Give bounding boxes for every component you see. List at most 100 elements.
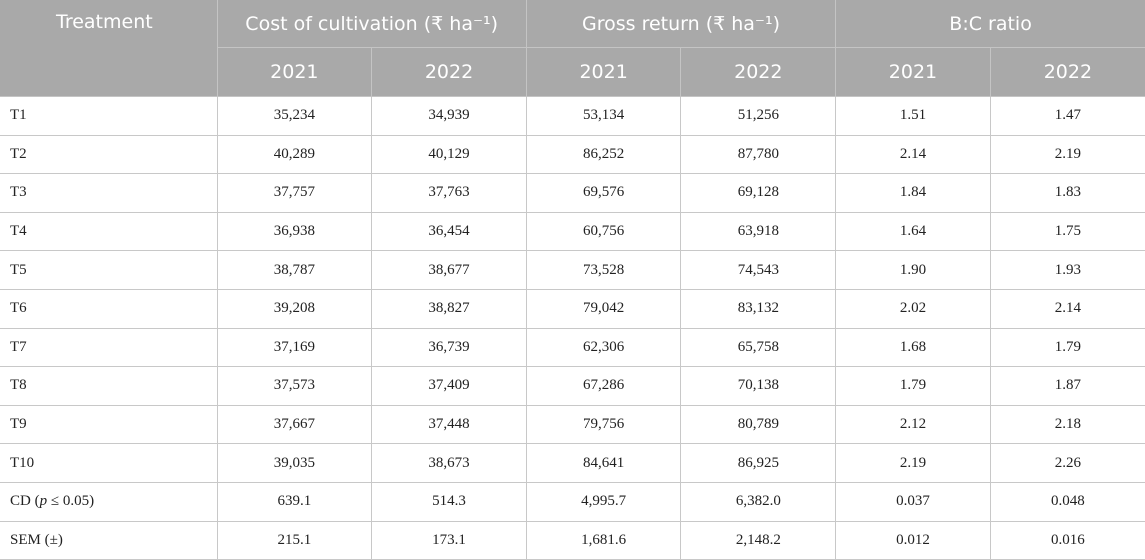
row-label: T4 — [0, 212, 218, 252]
table-cell: 62,306 — [526, 328, 682, 368]
table-cell: 79,042 — [526, 289, 682, 329]
table-body: T1 35,234 34,939 53,134 51,256 1.51 1.47 T2 40,2… — [0, 96, 1145, 560]
table-cell: 1.51 — [835, 96, 991, 136]
table-cell: 60,756 — [526, 212, 682, 252]
table-cell: 37,169 — [217, 328, 373, 368]
table-cell: 2.14 — [835, 135, 991, 175]
table-cell: 37,667 — [217, 405, 373, 445]
table-cell: 2.14 — [990, 289, 1145, 329]
table-cell: 2.19 — [835, 443, 991, 483]
row-label: T7 — [0, 328, 218, 368]
table-cell: 2,148.2 — [680, 521, 837, 560]
row-label: T1 — [0, 96, 218, 136]
table-cell: 39,035 — [217, 443, 373, 483]
table-cell: 37,757 — [217, 173, 373, 213]
row-label: T6 — [0, 289, 218, 329]
gross-return-header: Gross return (₹ ha⁻¹) — [526, 0, 837, 48]
table-cell: 1.83 — [990, 173, 1145, 213]
table-cell: 84,641 — [526, 443, 682, 483]
table-cell: 1.84 — [835, 173, 991, 213]
table-row: T5 38,787 38,677 73,528 74,543 1.90 1.93 — [0, 250, 1145, 290]
table-row: T10 39,035 38,673 84,641 86,925 2.19 2.26 — [0, 443, 1145, 483]
row-label: SEM (±) — [0, 521, 218, 560]
table-cell: 65,758 — [680, 328, 837, 368]
table-cell: 215.1 — [217, 521, 373, 560]
table-cell: 37,448 — [371, 405, 527, 445]
table-cell: 1.93 — [990, 250, 1145, 290]
table-cell: 67,286 — [526, 366, 682, 406]
table-cell: 51,256 — [680, 96, 837, 136]
table-cell: 4,995.7 — [526, 482, 682, 522]
table-cell: 80,789 — [680, 405, 837, 445]
table-cell: 2.12 — [835, 405, 991, 445]
year-header: 2021 — [217, 47, 373, 97]
table-row: T6 39,208 38,827 79,042 83,132 2.02 2.14 — [0, 289, 1145, 329]
table-cell: 1.75 — [990, 212, 1145, 252]
table-cell: 2.18 — [990, 405, 1145, 445]
table-cell: 2.19 — [990, 135, 1145, 175]
table-cell: 1.79 — [835, 366, 991, 406]
year-header: 2022 — [680, 47, 837, 97]
table-cell: 37,573 — [217, 366, 373, 406]
bc-ratio-header: B:C ratio — [835, 0, 1145, 48]
table-cell: 39,208 — [217, 289, 373, 329]
table-cell: 0.048 — [990, 482, 1145, 522]
table-cell: 74,543 — [680, 250, 837, 290]
table-cell: 87,780 — [680, 135, 837, 175]
table-row: SEM (±) 215.1 173.1 1,681.6 2,148.2 0.012 0.01… — [0, 521, 1145, 560]
cost-of-cultivation-header: Cost of cultivation (₹ ha⁻¹) — [217, 0, 527, 48]
table-cell: 6,382.0 — [680, 482, 837, 522]
table-row: CD (p ≤ 0.05) 639.1 514.3 4,995.7 6,382.0 0.0… — [0, 482, 1145, 522]
table-cell: 1.87 — [990, 366, 1145, 406]
table-cell: 0.037 — [835, 482, 991, 522]
table-cell: 69,576 — [526, 173, 682, 213]
table-cell: 38,677 — [371, 250, 527, 290]
row-label: T2 — [0, 135, 218, 175]
table-cell: 53,134 — [526, 96, 682, 136]
year-header: 2022 — [990, 47, 1145, 97]
row-label: T10 — [0, 443, 218, 483]
treatment-header: Treatment — [0, 0, 218, 97]
table-cell: 83,132 — [680, 289, 837, 329]
table-cell: 37,763 — [371, 173, 527, 213]
year-header: 2021 — [835, 47, 991, 97]
table-cell: 38,827 — [371, 289, 527, 329]
row-label: CD (p ≤ 0.05) — [0, 482, 218, 522]
table-cell: 86,252 — [526, 135, 682, 175]
table-cell: 38,673 — [371, 443, 527, 483]
table-cell: 36,454 — [371, 212, 527, 252]
table-cell: 639.1 — [217, 482, 373, 522]
table-cell: 73,528 — [526, 250, 682, 290]
table-cell: 40,289 — [217, 135, 373, 175]
table-cell: 1.79 — [990, 328, 1145, 368]
table-cell: 63,918 — [680, 212, 837, 252]
year-header: 2021 — [526, 47, 682, 97]
table-cell: 2.26 — [990, 443, 1145, 483]
table-cell: 0.012 — [835, 521, 991, 560]
table-cell: 40,129 — [371, 135, 527, 175]
table-row: T1 35,234 34,939 53,134 51,256 1.51 1.47 — [0, 96, 1145, 136]
table-row: T3 37,757 37,763 69,576 69,128 1.84 1.83 — [0, 173, 1145, 213]
table-cell: 0.016 — [990, 521, 1145, 560]
table-cell: 36,938 — [217, 212, 373, 252]
row-label: T9 — [0, 405, 218, 445]
table-cell: 2.02 — [835, 289, 991, 329]
table-cell: 38,787 — [217, 250, 373, 290]
table-cell: 1,681.6 — [526, 521, 682, 560]
row-label: T8 — [0, 366, 218, 406]
table-cell: 86,925 — [680, 443, 837, 483]
table-cell: 79,756 — [526, 405, 682, 445]
table-row: T2 40,289 40,129 86,252 87,780 2.14 2.19 — [0, 135, 1145, 175]
table-cell: 70,138 — [680, 366, 837, 406]
table-cell: 1.47 — [990, 96, 1145, 136]
table-row: T9 37,667 37,448 79,756 80,789 2.12 2.18 — [0, 405, 1145, 445]
row-label: T5 — [0, 250, 218, 290]
table-cell: 1.64 — [835, 212, 991, 252]
table-cell: 37,409 — [371, 366, 527, 406]
row-label: T3 — [0, 173, 218, 213]
table-cell: 514.3 — [371, 482, 527, 522]
table-cell: 1.90 — [835, 250, 991, 290]
table-cell: 34,939 — [371, 96, 527, 136]
table-cell: 35,234 — [217, 96, 373, 136]
